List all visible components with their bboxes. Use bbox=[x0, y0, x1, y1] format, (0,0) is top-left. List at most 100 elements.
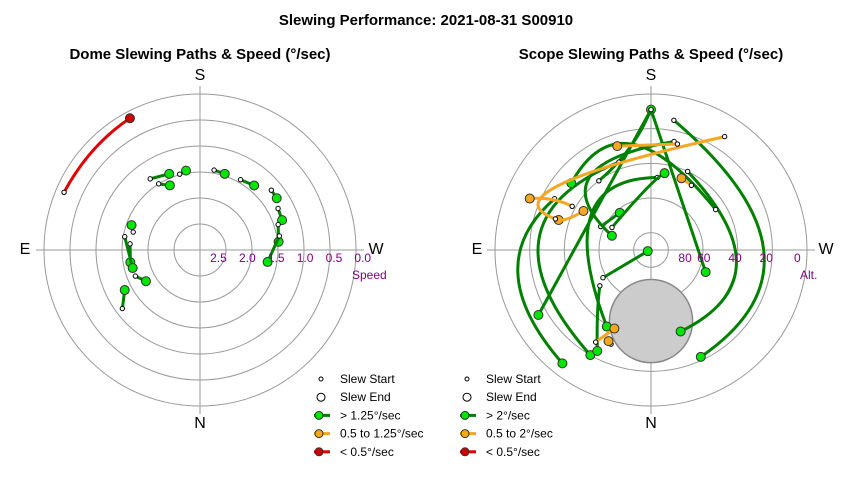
scope-chart-title: Scope Slewing Paths & Speed (°/sec) bbox=[519, 46, 783, 63]
dome-slew-start-marker bbox=[147, 176, 153, 182]
scope-legend-label: 0.5 to 2°/sec bbox=[486, 427, 553, 441]
scope-slew-end-marker bbox=[603, 336, 614, 347]
scope-slew-start-marker bbox=[597, 283, 603, 289]
scope-slew-start-marker bbox=[674, 141, 681, 147]
scope-legend-symbol bbox=[460, 410, 470, 420]
dome-legend-symbol bbox=[314, 410, 324, 420]
scope-slew-path bbox=[601, 249, 650, 280]
scope-slew-start-marker bbox=[688, 182, 695, 189]
scope-cardinal-right: W bbox=[818, 241, 834, 258]
scope-slew-path bbox=[610, 171, 667, 229]
scope-blocked-region bbox=[608, 278, 694, 364]
dome-slew-end-marker bbox=[140, 276, 151, 287]
dome-radial-tick: 0.5 bbox=[326, 251, 343, 265]
dome-legend-symbol bbox=[314, 429, 324, 439]
dome-radial-ticks: 2.5 2.0 1.5 1.0 0.5 0.0 bbox=[210, 251, 371, 265]
dome-slew-start-marker bbox=[176, 171, 183, 177]
scope-slew-end-marker bbox=[578, 206, 589, 216]
dome-slew-start-marker bbox=[119, 305, 126, 312]
scope-slew-end-marker bbox=[533, 310, 544, 320]
scope-slew-end-marker bbox=[695, 351, 706, 362]
scope-radial-axis-label: Alt. bbox=[800, 268, 817, 282]
dome-legend-symbol bbox=[314, 447, 324, 457]
scope-slew-end-marker bbox=[659, 168, 670, 179]
scope-radial-tick: 60 bbox=[697, 251, 711, 265]
scope-legend-label: Slew End bbox=[486, 390, 537, 404]
dome-radial-tick: 2.0 bbox=[239, 251, 256, 265]
scope-slew-path bbox=[585, 175, 659, 329]
scope-slew-end-marker bbox=[642, 246, 653, 257]
dome-polar-grid bbox=[36, 86, 364, 414]
scope-radial-tick: 80 bbox=[678, 251, 692, 265]
dome-radial-tick: 0.0 bbox=[354, 251, 371, 265]
dome-slew-start-marker bbox=[275, 205, 281, 212]
scope-slew-start-marker bbox=[569, 203, 575, 210]
dome-legend: Slew Start Slew End > 1.25°/sec 0.5 to 1.25… bbox=[314, 372, 424, 459]
scope-legend-symbol bbox=[460, 429, 470, 439]
dome-cardinal-top: S bbox=[195, 67, 206, 84]
scope-slew-path bbox=[615, 142, 679, 148]
scope-slew-end-marker bbox=[524, 193, 535, 204]
scope-slew-start-marker bbox=[721, 133, 728, 140]
scope-radial-tick: 0 bbox=[794, 251, 801, 265]
dome-slew-end-marker bbox=[262, 256, 273, 267]
dome-slew-end-marker bbox=[271, 193, 282, 204]
figure-title: Slewing Performance: 2021-08-31 S00910 bbox=[279, 12, 573, 29]
scope-slew-path bbox=[536, 160, 621, 357]
scope-slew-start-marker bbox=[592, 339, 599, 345]
dome-legend-label: < 0.5°/sec bbox=[340, 445, 394, 459]
scope-slew-end-marker bbox=[606, 230, 617, 241]
scope-radial-tick: 20 bbox=[760, 251, 774, 265]
scope-legend: Slew Start Slew End > 2°/sec 0.5 to 2°/sec <… bbox=[460, 372, 553, 459]
dome-slew-start-marker bbox=[275, 221, 281, 228]
dome-slew-end-marker bbox=[124, 113, 135, 124]
scope-legend-symbol bbox=[462, 392, 472, 402]
dome-legend-symbol bbox=[316, 392, 326, 402]
scope-slew-start-marker bbox=[552, 216, 559, 222]
dome-slew-start-marker bbox=[132, 273, 139, 279]
dome-slew-start-marker bbox=[127, 241, 133, 247]
dome-cardinal-left: E bbox=[20, 241, 31, 258]
scope-radial-tick: 40 bbox=[728, 251, 742, 265]
dome-slew-end-marker bbox=[164, 180, 175, 191]
dome-slew-start-marker bbox=[211, 167, 217, 173]
scope-slew-end-marker bbox=[675, 326, 686, 337]
scope-legend-symbol bbox=[464, 376, 470, 382]
scope-legend-label: > 2°/sec bbox=[486, 408, 530, 422]
scope-cardinal-top: S bbox=[646, 67, 657, 84]
dome-cardinal-right: W bbox=[368, 241, 384, 258]
scope-slew-start-marker bbox=[609, 224, 615, 231]
scope-slew-start-marker bbox=[596, 178, 602, 184]
scope-chart: Scope Slewing Paths & Speed (°/sec) 80 60… bbox=[460, 46, 834, 459]
dome-radial-tick: 1.0 bbox=[297, 251, 314, 265]
scope-slew-start-marker bbox=[684, 168, 691, 175]
dome-slew-path bbox=[62, 116, 132, 194]
dome-slew-start-marker bbox=[155, 181, 162, 187]
dome-slew-start-marker bbox=[130, 229, 136, 235]
scope-slew-end-marker bbox=[609, 323, 620, 334]
scope-legend-label: < 0.5°/sec bbox=[486, 445, 540, 459]
dome-slew-end-marker bbox=[277, 215, 288, 226]
scope-slew-end-marker bbox=[676, 173, 687, 184]
scope-slew-path bbox=[536, 135, 727, 222]
dome-radial-axis-label: Speed bbox=[352, 268, 387, 282]
scope-slew-end-marker bbox=[592, 346, 603, 357]
scope-slew-end-marker bbox=[557, 358, 568, 369]
dome-slew-end-marker bbox=[164, 168, 175, 179]
dome-radial-tick: 1.5 bbox=[268, 251, 285, 265]
scope-legend-label: Slew Start bbox=[486, 372, 541, 386]
scope-slew-end-marker bbox=[700, 267, 711, 278]
dome-slew-start-marker bbox=[276, 233, 283, 239]
dome-slew-start-marker bbox=[268, 187, 275, 193]
scope-slew-start-marker bbox=[600, 275, 606, 281]
dome-legend-label: > 1.25°/sec bbox=[340, 408, 401, 422]
scope-slew-path bbox=[516, 197, 564, 365]
scope-blocked-disk bbox=[608, 278, 694, 364]
dome-slew-end-marker bbox=[126, 220, 137, 231]
dome-slew-end-marker bbox=[127, 263, 138, 274]
dome-slew-path bbox=[123, 235, 135, 270]
scope-cardinal-bottom: N bbox=[645, 415, 657, 432]
dome-chart: Dome Slewing Paths & Speed (°/sec) 2.5 2.… bbox=[20, 46, 424, 459]
scope-slew-path bbox=[649, 108, 708, 274]
